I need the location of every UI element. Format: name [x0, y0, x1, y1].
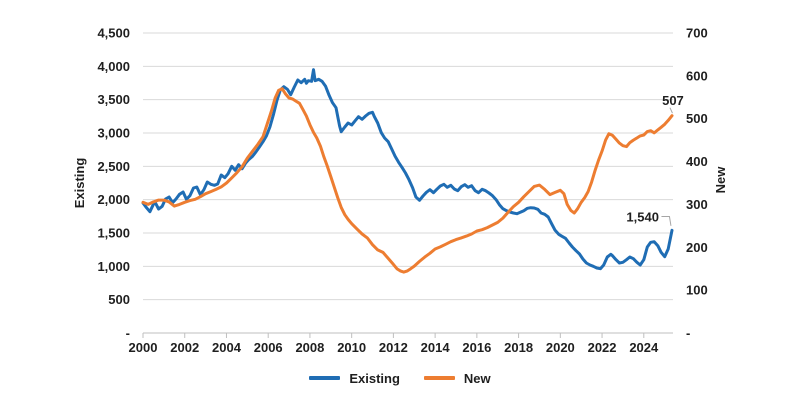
right-axis-tick-label: 100	[686, 283, 708, 298]
legend-label-new: New	[463, 370, 491, 386]
left-axis-tick-label: -	[126, 326, 130, 341]
x-axis-tick-label: 2010	[337, 340, 366, 355]
data-label-existing: 1,540	[626, 209, 659, 224]
legend-label-existing: Existing	[349, 370, 400, 386]
legend-item-new: New	[423, 370, 491, 386]
data-label-new: 507	[662, 93, 684, 108]
left-axis-tick-label: 1,500	[97, 226, 130, 241]
leader-line-new	[669, 107, 673, 114]
legend: Existing New	[0, 368, 800, 388]
x-axis-tick-label: 2016	[462, 340, 491, 355]
right-axis-tick-label: 500	[686, 111, 708, 126]
x-axis-tick-label: 2000	[129, 340, 158, 355]
left-axis-tick-label: 4,500	[97, 26, 130, 41]
x-axis-tick-label: 2008	[295, 340, 324, 355]
left-axis-tick-label: 500	[108, 292, 130, 307]
right-axis-tick-label: 700	[686, 26, 708, 41]
legend-item-existing: Existing	[309, 371, 400, 386]
x-axis-tick-label: 2024	[629, 340, 659, 355]
left-axis-tick-label: 2,000	[97, 192, 130, 207]
right-axis-tick-label: 600	[686, 68, 708, 83]
left-axis-tick-label: 3,000	[97, 126, 130, 141]
x-axis-tick-label: 2020	[546, 340, 575, 355]
left-axis-tick-label: 1,000	[97, 259, 130, 274]
x-axis-tick-label: 2014	[421, 340, 451, 355]
x-axis-tick-label: 2004	[212, 340, 242, 355]
left-axis-tick-label: 3,500	[97, 92, 130, 107]
series-line-existing	[141, 68, 674, 271]
right-axis-tick-label: 400	[686, 154, 708, 169]
x-axis-tick-label: 2006	[254, 340, 283, 355]
right-axis-tick-label: -	[686, 326, 690, 341]
x-axis-tick-label: 2022	[588, 340, 617, 355]
right-axis-tick-label: 300	[686, 197, 708, 212]
left-axis-tick-label: 2,500	[97, 159, 130, 174]
leader-line-existing	[661, 216, 672, 226]
legend-swatch-new	[423, 376, 455, 380]
right-axis-tick-label: 200	[686, 240, 708, 255]
left-axis-tick-label: 4,000	[97, 59, 130, 74]
x-axis-tick-label: 2012	[379, 340, 408, 355]
x-axis-tick-label: 2002	[170, 340, 199, 355]
x-axis-tick-label: 2018	[504, 340, 533, 355]
legend-swatch-existing	[309, 376, 341, 380]
series-line-new	[141, 87, 674, 274]
